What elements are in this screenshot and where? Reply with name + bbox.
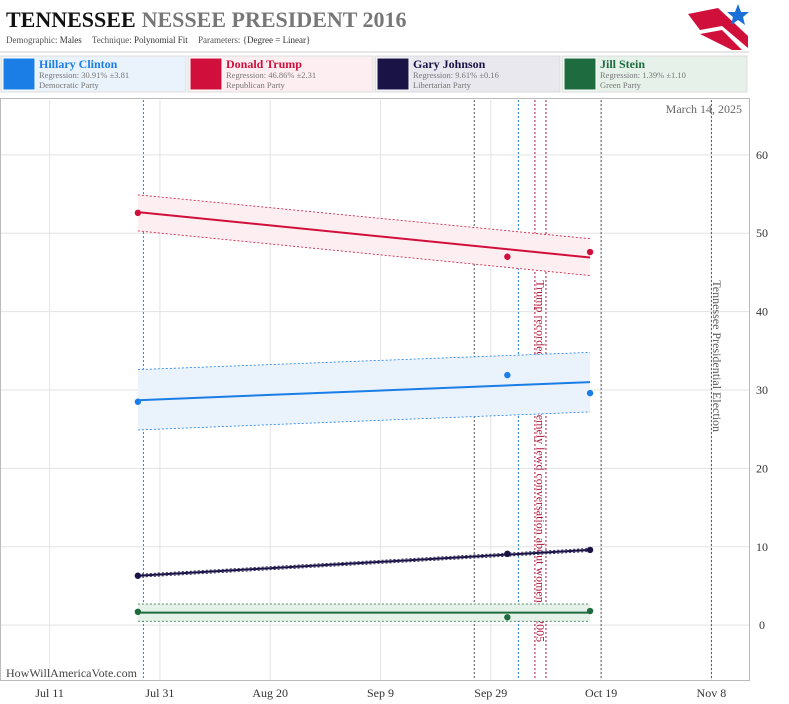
legend-icon [189, 57, 223, 91]
title: TENNESSEE NESSEE PRESIDENT 2016 [6, 7, 407, 32]
poll-point [134, 572, 142, 579]
annotation: Trump recorded having extremely lewd con… [533, 280, 547, 642]
poll-point [586, 546, 594, 554]
value: Polynomial Fit [134, 35, 188, 45]
y-tick-label: 50 [756, 226, 768, 240]
poll-point [134, 209, 142, 217]
legend-regression: Regression: 1.39% ±1.10 [600, 70, 686, 80]
band-edge [137, 551, 591, 578]
y-tick-label: 40 [756, 305, 768, 319]
legend-icon [2, 57, 36, 91]
x-tick-label: Sep 29 [474, 686, 507, 700]
y-tick-label: 60 [756, 148, 768, 162]
poll-point [586, 389, 594, 397]
legend-party: Democratic Party [39, 80, 99, 90]
title-main: TENNESSEE [6, 7, 136, 32]
fit-line [137, 211, 591, 259]
legend-party: Republican Party [226, 80, 286, 90]
subtitle: Demographic: Males Technique: Polynomial… [6, 35, 310, 45]
poll-point [504, 614, 511, 621]
legend-name: Donald Trump [226, 57, 302, 71]
band-edge [137, 411, 591, 431]
poll-point [504, 550, 511, 558]
logo [688, 4, 749, 50]
x-tick-label: Sep 9 [367, 686, 394, 700]
y-tick-label: 30 [756, 383, 768, 397]
poll-point [586, 607, 594, 615]
x-tick-label: Nov 8 [697, 686, 727, 700]
fit-line [137, 381, 591, 402]
legend-name: Gary Johnson [413, 57, 486, 71]
legend-name: Jill Stein [600, 57, 645, 71]
band-edge [137, 351, 591, 371]
poll-point [504, 253, 511, 260]
y-tick-label: 20 [756, 461, 768, 475]
annotation: Tennessee Presidential Election [710, 280, 724, 432]
label: Technique: [92, 35, 132, 45]
legend-icon [376, 57, 410, 91]
source: HowWillAmericaVote.com [6, 666, 138, 680]
legend-regression: Regression: 30.91% ±3.81 [39, 70, 129, 80]
legend-regression: Regression: 9.61% ±0.16 [413, 70, 499, 80]
legend-party: Libertarian Party [413, 80, 472, 90]
poll-point [134, 608, 142, 616]
legend-name: Hillary Clinton [39, 57, 118, 71]
x-tick-label: Oct 19 [585, 686, 617, 700]
value: {Degree = Linear} [243, 35, 311, 45]
label: Parameters: [198, 35, 240, 45]
label: Demographic: [6, 35, 57, 45]
x-tick-label: Jul 31 [145, 686, 174, 700]
band-edge [137, 547, 591, 575]
x-tick-label: Aug 20 [252, 686, 288, 700]
legend-regression: Regression: 46.86% ±2.31 [226, 70, 316, 80]
poll-point [504, 371, 511, 379]
poll-point [586, 248, 594, 256]
legend-party: Green Party [600, 80, 642, 90]
plot-frame [0, 98, 750, 681]
y-tick-label: 10 [756, 540, 768, 554]
date-stamp: March 14, 2025 [666, 102, 742, 116]
poll-point [134, 398, 142, 405]
x-tick-label: Jul 11 [35, 686, 64, 700]
title-rest: NESSEE PRESIDENT 2016 [142, 7, 407, 32]
value: Males [60, 35, 82, 45]
fit-line [137, 548, 591, 577]
legend-icon [563, 57, 597, 91]
y-tick-label: 0 [759, 618, 765, 632]
